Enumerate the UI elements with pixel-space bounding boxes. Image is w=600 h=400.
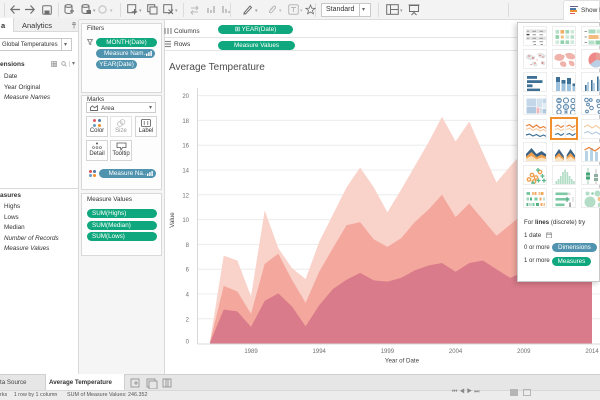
svg-text:2004: 2004 xyxy=(449,349,463,355)
svg-text:0: 0 xyxy=(186,340,190,346)
svg-text:2014: 2014 xyxy=(585,349,599,355)
svg-text:8: 8 xyxy=(186,243,190,249)
svg-text:20: 20 xyxy=(182,94,189,100)
svg-text:10: 10 xyxy=(182,218,189,224)
svg-text:16: 16 xyxy=(182,144,189,150)
svg-text:1994: 1994 xyxy=(313,349,327,355)
svg-text:12: 12 xyxy=(182,193,189,199)
svg-text:2: 2 xyxy=(186,317,190,323)
svg-text:18: 18 xyxy=(182,119,189,125)
svg-text:2009: 2009 xyxy=(517,349,531,355)
svg-text:Year of Date: Year of Date xyxy=(385,358,420,365)
svg-text:Value: Value xyxy=(169,212,176,228)
svg-text:4: 4 xyxy=(186,293,190,299)
svg-text:6: 6 xyxy=(186,268,190,274)
svg-text:1999: 1999 xyxy=(381,349,395,355)
svg-text:14: 14 xyxy=(182,169,189,175)
svg-text:1989: 1989 xyxy=(244,349,258,355)
